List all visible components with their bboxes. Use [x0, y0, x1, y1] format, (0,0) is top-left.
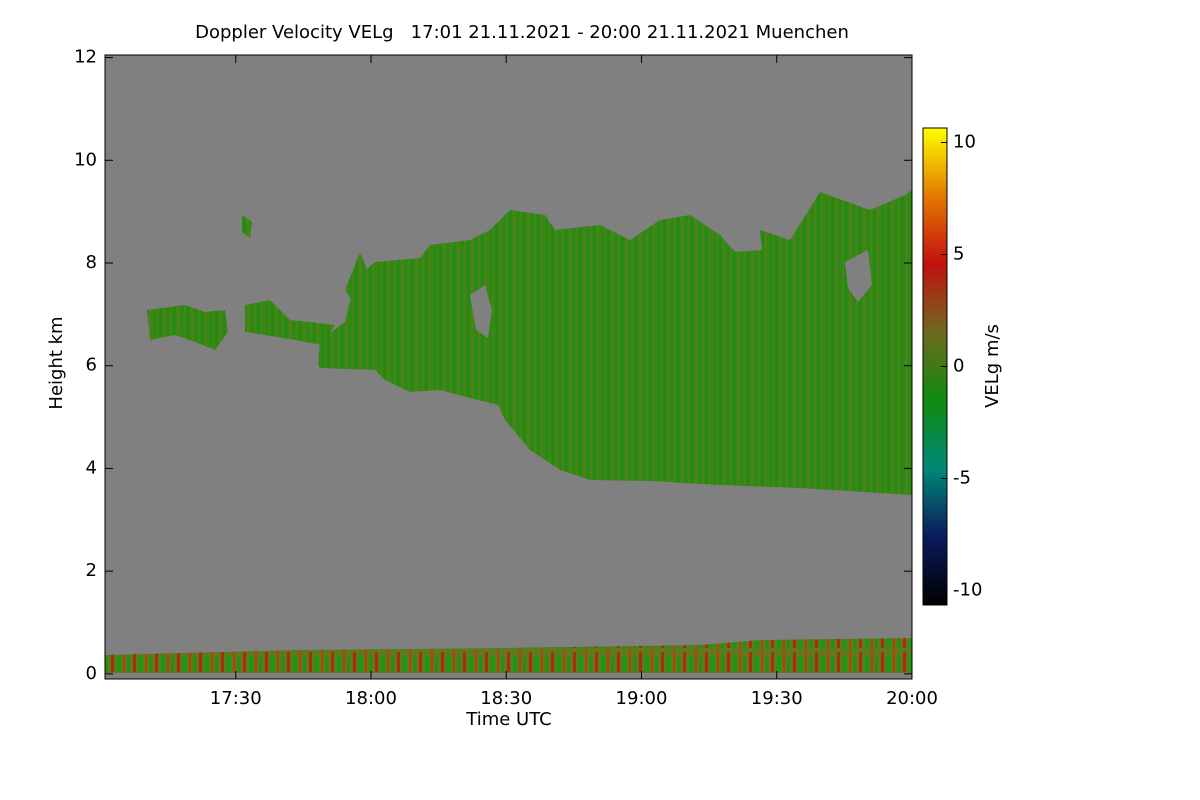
cloud-echo	[245, 300, 335, 345]
x-tick-label: 20:00	[886, 688, 938, 709]
y-axis-label: Height km	[46, 316, 67, 409]
colorbar-label: VELg m/s	[982, 324, 1003, 408]
echo-gap	[720, 230, 762, 252]
colorbar-tick-label: 10	[953, 132, 976, 153]
y-tick-label: 2	[86, 560, 97, 581]
colorbar-tick-label: -5	[953, 467, 971, 488]
y-tick-label: 4	[86, 457, 97, 478]
echo-gap	[845, 250, 872, 302]
chart-title: Doppler Velocity VELg 17:01 21.11.2021 -…	[195, 22, 849, 43]
colorbar-tick-label: -10	[953, 579, 982, 600]
x-axis-label: Time UTC	[465, 709, 551, 730]
cloud-echo	[318, 190, 912, 495]
cloud-echo	[345, 252, 368, 300]
x-tick-label: 19:00	[616, 688, 668, 709]
colorbar-tick-label: 5	[953, 244, 964, 265]
echo-regions	[105, 190, 912, 673]
cloud-echo	[242, 215, 252, 238]
y-tick-label: 10	[74, 149, 97, 170]
echo-gap	[470, 285, 492, 338]
x-tick-label: 17:30	[210, 688, 262, 709]
plot-frame	[104, 54, 913, 680]
y-tick-label: 12	[74, 47, 97, 68]
y-tick-label: 6	[86, 355, 97, 376]
y-tick-label: 0	[86, 663, 97, 684]
ground-echo	[105, 638, 912, 673]
cloud-echo	[147, 305, 228, 350]
y-tick-label: 8	[86, 252, 97, 273]
x-tick-label: 19:30	[751, 688, 803, 709]
colorbar-tick-label: 0	[953, 356, 964, 377]
x-tick-label: 18:30	[480, 688, 532, 709]
x-tick-label: 18:00	[345, 688, 397, 709]
